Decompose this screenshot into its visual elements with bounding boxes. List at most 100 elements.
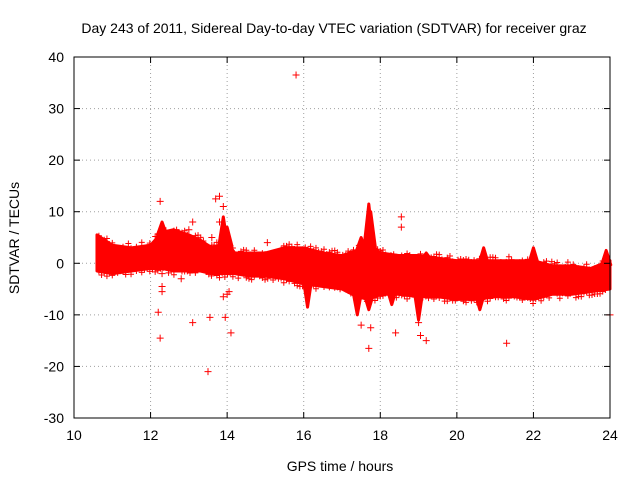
outlier-point <box>185 226 193 234</box>
band-point <box>355 242 362 249</box>
band-point <box>463 299 470 306</box>
band-point <box>232 251 239 258</box>
band-point <box>495 294 502 301</box>
band-point <box>527 261 534 268</box>
band-point <box>406 252 413 259</box>
outlier-point <box>219 203 227 211</box>
x-axis-label: GPS time / hours <box>287 458 394 474</box>
band-point <box>326 249 333 256</box>
band-point <box>355 294 362 301</box>
band-point <box>288 275 295 282</box>
band-point <box>497 290 504 297</box>
x-tick-label: 12 <box>143 427 159 443</box>
y-tick-label: -30 <box>44 410 64 426</box>
band-point <box>168 230 175 237</box>
outlier-point <box>367 324 375 332</box>
outlier-point <box>263 239 271 247</box>
band-point <box>543 258 550 265</box>
band-point <box>256 253 263 260</box>
band-point <box>463 255 470 262</box>
band-point <box>224 237 231 244</box>
band-point <box>189 266 196 273</box>
outlier-point <box>204 368 212 376</box>
band-point <box>294 282 301 289</box>
band-point <box>471 295 478 302</box>
band-point <box>556 295 563 302</box>
y-axis-label: SDTVAR / TECUs <box>6 182 22 294</box>
band-point <box>95 268 102 275</box>
y-tick-label: 20 <box>48 152 64 168</box>
band-point <box>554 290 561 297</box>
band-point <box>342 252 349 259</box>
band-point <box>144 244 151 251</box>
band-point <box>237 269 244 276</box>
y-tick-label: 30 <box>48 101 64 117</box>
band-point <box>304 246 311 253</box>
band-point <box>321 246 328 253</box>
band-edge-markers <box>95 226 612 307</box>
band-point <box>160 264 167 271</box>
band-point <box>460 257 467 264</box>
outlier-point <box>206 313 214 321</box>
band-point <box>138 269 145 276</box>
band-point <box>337 255 344 262</box>
band-point <box>162 227 169 234</box>
band-point <box>125 264 132 271</box>
band-point <box>460 298 467 305</box>
band-point <box>187 269 194 276</box>
band-point <box>227 244 234 251</box>
band-point <box>530 300 537 307</box>
band-point <box>497 258 504 265</box>
band-point <box>248 253 255 260</box>
band-point <box>101 269 108 276</box>
band-point <box>334 249 341 256</box>
band-point <box>280 279 287 286</box>
band-point <box>401 256 408 263</box>
band-point <box>492 254 499 261</box>
outlier-point <box>365 344 373 352</box>
band-point <box>307 243 314 250</box>
outlier-point <box>415 319 423 327</box>
band-point <box>130 263 137 270</box>
band-point <box>111 246 118 253</box>
band-point <box>597 262 604 269</box>
band-point <box>221 273 228 280</box>
band-point <box>546 294 553 301</box>
band-point <box>398 292 405 299</box>
outlier-point <box>227 329 235 337</box>
band-point <box>117 268 124 275</box>
band-point <box>267 271 274 278</box>
band-point <box>530 257 537 264</box>
band-point <box>409 289 416 296</box>
band-point <box>396 291 403 298</box>
band-point <box>393 294 400 301</box>
band-point <box>203 244 210 251</box>
band-point <box>487 295 494 302</box>
band-point <box>390 251 397 258</box>
band-point <box>369 291 376 298</box>
band-point <box>323 280 330 287</box>
band-point <box>227 269 234 276</box>
band-point <box>200 237 207 244</box>
band-point <box>312 285 319 292</box>
outlier-point <box>225 288 233 296</box>
band-point <box>302 244 309 251</box>
band-point <box>120 268 127 275</box>
y-tick-label: 0 <box>56 255 64 271</box>
band-point <box>310 281 317 288</box>
band-point <box>436 294 443 301</box>
band-point <box>484 260 491 267</box>
band-point <box>232 267 239 274</box>
outlier-point <box>158 282 166 290</box>
band-point <box>310 248 317 255</box>
band-point <box>160 229 167 236</box>
band-point <box>500 259 507 266</box>
band-point <box>278 275 285 282</box>
band-point <box>505 295 512 302</box>
data-band <box>95 202 613 322</box>
band-point <box>339 282 346 289</box>
band-point <box>513 260 520 267</box>
band-point <box>173 226 180 233</box>
y-tick-label: -10 <box>44 307 64 323</box>
band-point <box>572 294 579 301</box>
